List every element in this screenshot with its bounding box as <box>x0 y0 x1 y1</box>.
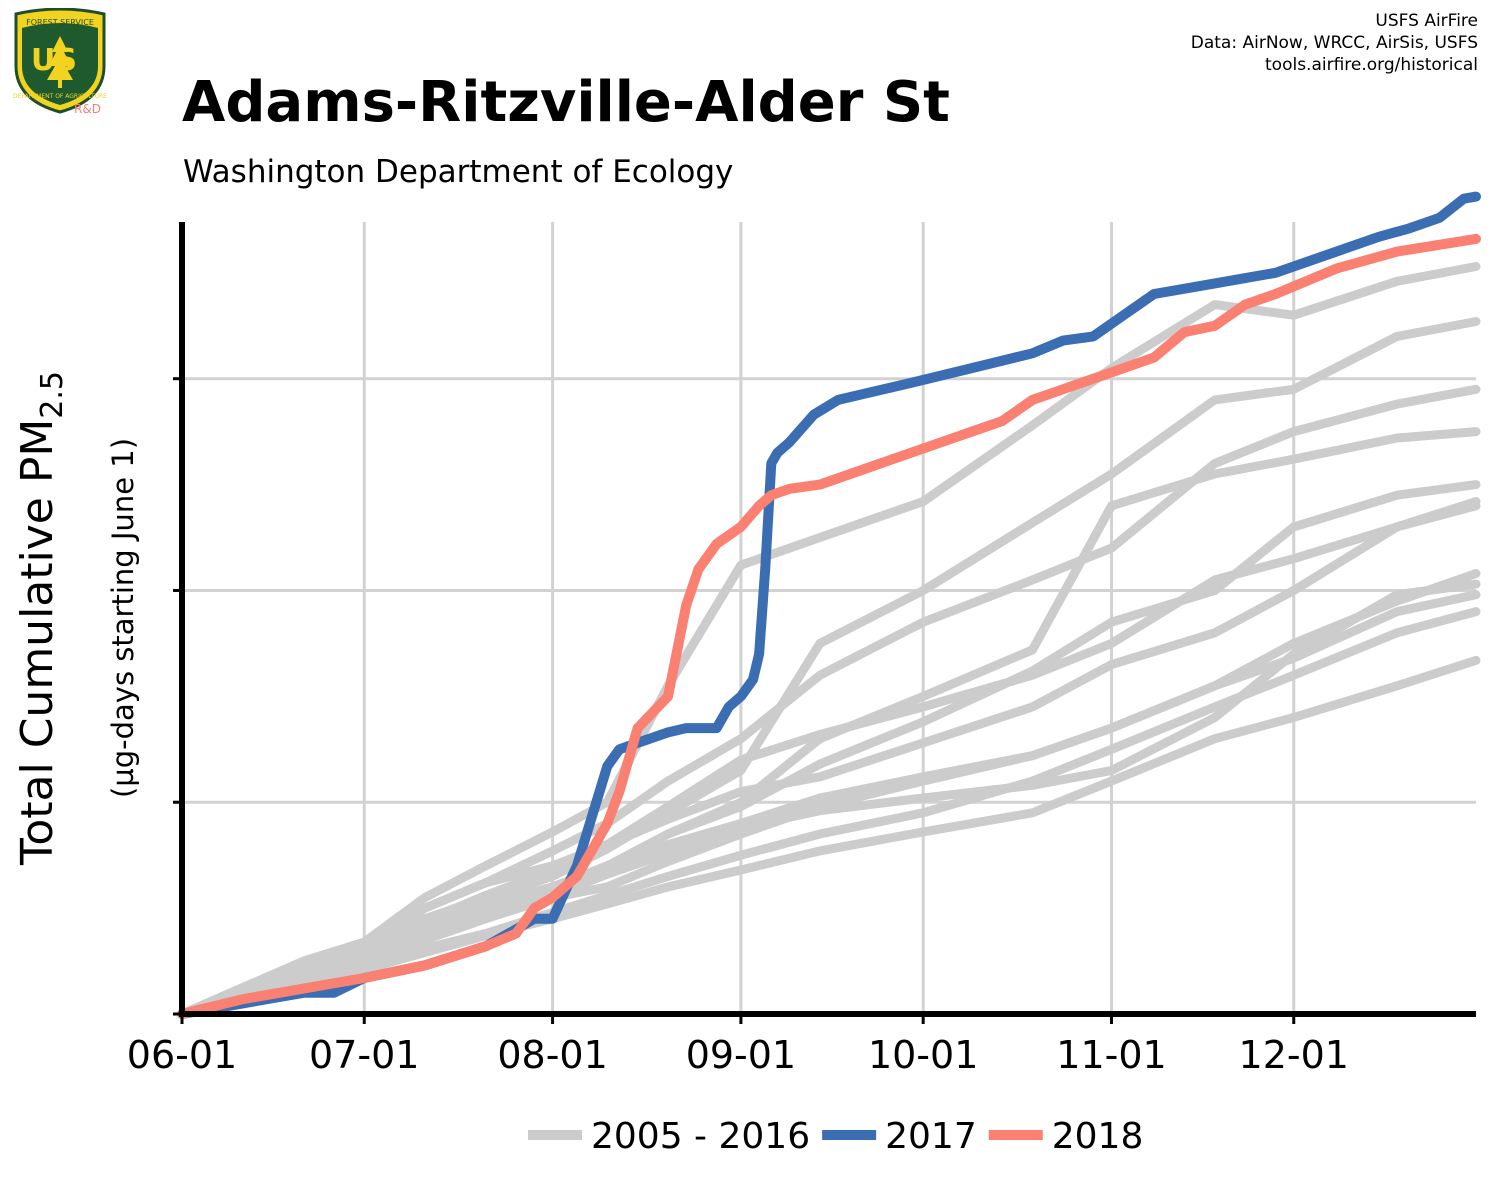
series-group-2005-2016 <box>177 262 1481 1019</box>
chart-title: Adams-Ritzville-Alder St <box>182 70 950 135</box>
y-axis-sublabel: (µg-days starting June 1) <box>106 438 140 798</box>
svg-text:DEPARTMENT OF AGRICULTURE: DEPARTMENT OF AGRICULTURE <box>13 93 107 100</box>
series-line-2018 <box>177 233 1481 1019</box>
axes <box>173 222 1476 1024</box>
series-line-2005-2016 <box>177 590 1481 1019</box>
svg-text:R&D: R&D <box>74 102 101 116</box>
credit-line: Data: AirNow, WRCC, AirSis, USFS <box>1190 33 1478 53</box>
x-tick-label: 11-01 <box>1056 1033 1166 1077</box>
x-tick-labels: 06-01 07-01 08-01 09-01 10-01 11-01 12-01 <box>127 1033 1349 1077</box>
x-tick-label: 07-01 <box>309 1033 419 1077</box>
svg-text:FOREST SERVICE: FOREST SERVICE <box>26 18 94 27</box>
series-line-2005-2016 <box>177 497 1481 1019</box>
x-tick-label: 12-01 <box>1239 1033 1349 1077</box>
x-tick-label: 10-01 <box>868 1033 978 1077</box>
series-line-2005-2016 <box>177 655 1481 1019</box>
x-tick-label: 08-01 <box>497 1033 607 1077</box>
data-credits: USFS AirFire Data: AirNow, WRCC, AirSis,… <box>1191 10 1478 76</box>
forest-service-logo: FOREST SERVICE US DEPARTMENT OF AGRICULT… <box>13 8 107 116</box>
legend: 2005 - 2016 2017 2018 <box>528 1116 1143 1157</box>
series-line-2017 <box>177 191 1481 1019</box>
credit-line: tools.airfire.org/historical <box>1265 55 1478 75</box>
legend-label: 2005 - 2016 <box>591 1116 810 1157</box>
grid-lines <box>182 222 1476 1014</box>
series-group-highlight <box>177 191 1481 1019</box>
credit-line: USFS AirFire <box>1375 11 1478 31</box>
legend-label: 2018 <box>1052 1116 1144 1157</box>
x-tick-label: 06-01 <box>127 1033 237 1077</box>
x-tick-label: 09-01 <box>686 1033 796 1077</box>
chart-subtitle: Washington Department of Ecology <box>183 154 734 190</box>
legend-label: 2017 <box>885 1116 977 1157</box>
y-axis-label: Total Cumulative PM2.5 <box>12 371 70 866</box>
